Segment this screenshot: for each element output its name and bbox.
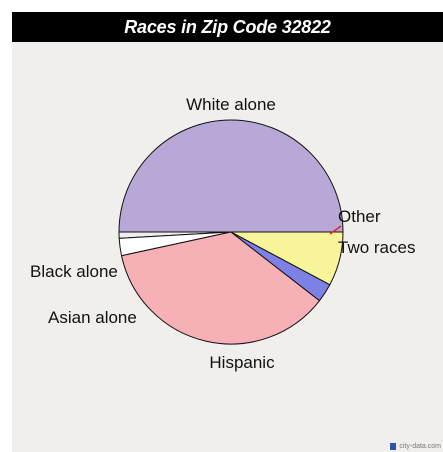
pie-label-hispanic: Hispanic [209,353,275,372]
leader-line-other [329,225,342,235]
chart-title: Races in Zip Code 32822 [12,12,443,42]
pie-slice-hispanic [120,231,321,345]
pie-label-other: Other [338,207,381,226]
pie-slice-black-alone [230,231,344,286]
city-data-logo-icon [390,443,397,450]
pie-slices [118,119,344,345]
pie-label-white-alone: White alone [186,95,276,114]
pie-label-asian-alone: Asian alone [48,308,137,327]
chart-frame: Races in Zip Code 32822 White alone Other… [12,12,443,452]
watermark: city-data.com [390,443,441,450]
pie-label-two-races: Two races [338,238,415,257]
pie-label-black-alone: Black alone [30,262,118,281]
pie-chart: White alone Other Two races Hispanic Asian a… [30,95,415,372]
pie-labels: White alone Other Two races Hispanic Asian a… [30,95,415,372]
pie-leader-lines [329,225,342,235]
pie-slice-white-alone [118,119,344,233]
watermark-text: city-data.com [399,443,441,450]
